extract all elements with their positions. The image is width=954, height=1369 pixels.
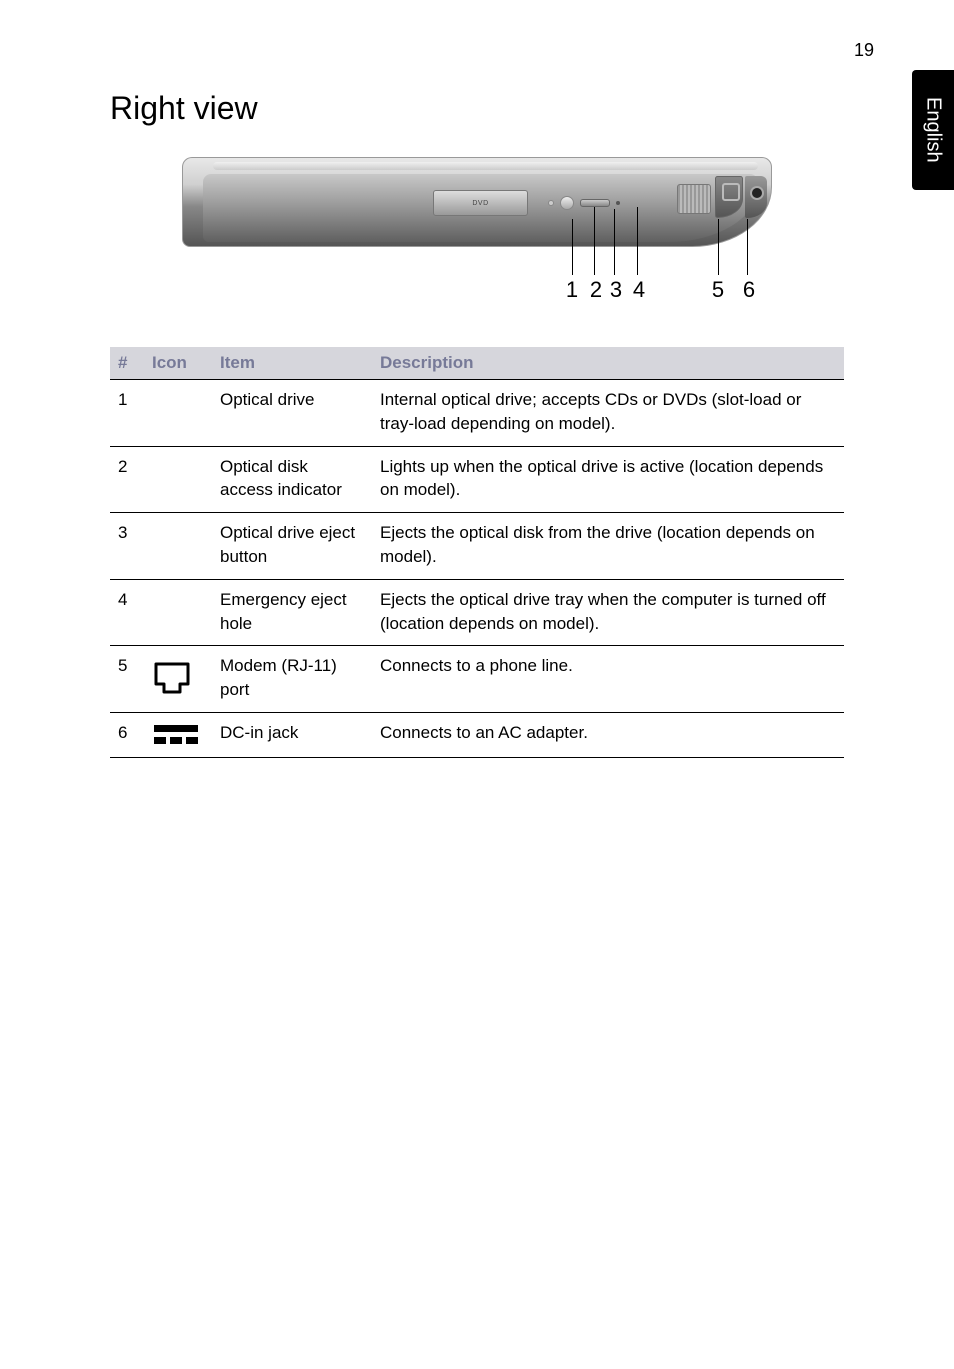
row-number: 6 xyxy=(110,712,144,757)
row-number: 2 xyxy=(110,446,144,513)
row-item: Optical drive eject button xyxy=(212,513,372,580)
callout-line xyxy=(718,219,719,275)
modem-icon xyxy=(152,660,204,696)
row-item: Modem (RJ-11) port xyxy=(212,646,372,713)
callout-number: 1 xyxy=(566,277,578,303)
row-desc: Lights up when the optical drive is acti… xyxy=(372,446,844,513)
row-desc: Connects to an AC adapter. xyxy=(372,712,844,757)
row-item: DC-in jack xyxy=(212,712,372,757)
row-desc: Connects to a phone line. xyxy=(372,646,844,713)
table-row: 1 Optical drive Internal optical drive; … xyxy=(110,380,844,447)
page-number: 19 xyxy=(854,40,874,61)
laptop-right-view-diagram: DVD 1 2 3 4 5 6 xyxy=(182,157,772,327)
callout-number: 4 xyxy=(633,277,645,303)
table-row: 4 Emergency eject hole Ejects the optica… xyxy=(110,579,844,646)
language-tab: English xyxy=(912,70,954,190)
callout-line xyxy=(637,207,638,275)
row-icon xyxy=(144,712,212,757)
row-desc: Ejects the optical disk from the drive (… xyxy=(372,513,844,580)
callout-line xyxy=(594,207,595,275)
row-number: 3 xyxy=(110,513,144,580)
callout-line xyxy=(614,209,615,275)
page-content: Right view DVD 1 2 3 4 5 6 xyxy=(0,0,954,758)
row-desc: Internal optical drive; accepts CDs or D… xyxy=(372,380,844,447)
dc-in-icon xyxy=(152,721,204,747)
port-slot-icon xyxy=(580,199,610,207)
row-icon xyxy=(144,579,212,646)
row-number: 1 xyxy=(110,380,144,447)
dvd-panel-icon: DVD xyxy=(433,190,528,216)
table-row: 5 Modem (RJ-11) port Connects to a phone… xyxy=(110,646,844,713)
row-item: Optical disk access indicator xyxy=(212,446,372,513)
row-number: 4 xyxy=(110,579,144,646)
callout-number: 5 xyxy=(712,277,724,303)
emergency-eject-hole-icon xyxy=(616,201,620,205)
row-icon xyxy=(144,446,212,513)
modem-port-icon xyxy=(677,184,711,214)
table-row: 6 DC-in jack Connects to an AC adapter. xyxy=(110,712,844,757)
table-row: 3 Optical drive eject button Ejects the … xyxy=(110,513,844,580)
port-area xyxy=(548,188,678,218)
spec-table: # Icon Item Description 1 Optical drive … xyxy=(110,347,844,758)
table-row: 2 Optical disk access indicator Lights u… xyxy=(110,446,844,513)
row-item: Optical drive xyxy=(212,380,372,447)
col-icon-header: Icon xyxy=(144,347,212,380)
callout-number: 2 xyxy=(590,277,602,303)
row-desc: Ejects the optical drive tray when the c… xyxy=(372,579,844,646)
table-header-row: # Icon Item Description xyxy=(110,347,844,380)
row-number: 5 xyxy=(110,646,144,713)
dc-jack-icon xyxy=(745,176,767,218)
col-item-header: Item xyxy=(212,347,372,380)
callout-line xyxy=(747,219,748,275)
eject-button-icon xyxy=(560,196,574,210)
row-icon xyxy=(144,646,212,713)
row-item: Emergency eject hole xyxy=(212,579,372,646)
col-number-header: # xyxy=(110,347,144,380)
callout-number: 3 xyxy=(610,277,622,303)
callout-number: 6 xyxy=(743,277,755,303)
page-title: Right view xyxy=(110,90,844,127)
laptop-body-shape: DVD xyxy=(182,157,772,247)
laptop-lid xyxy=(213,162,758,170)
row-icon xyxy=(144,513,212,580)
col-desc-header: Description xyxy=(372,347,844,380)
callout-line xyxy=(572,219,573,275)
access-indicator-icon xyxy=(548,200,554,206)
row-icon xyxy=(144,380,212,447)
